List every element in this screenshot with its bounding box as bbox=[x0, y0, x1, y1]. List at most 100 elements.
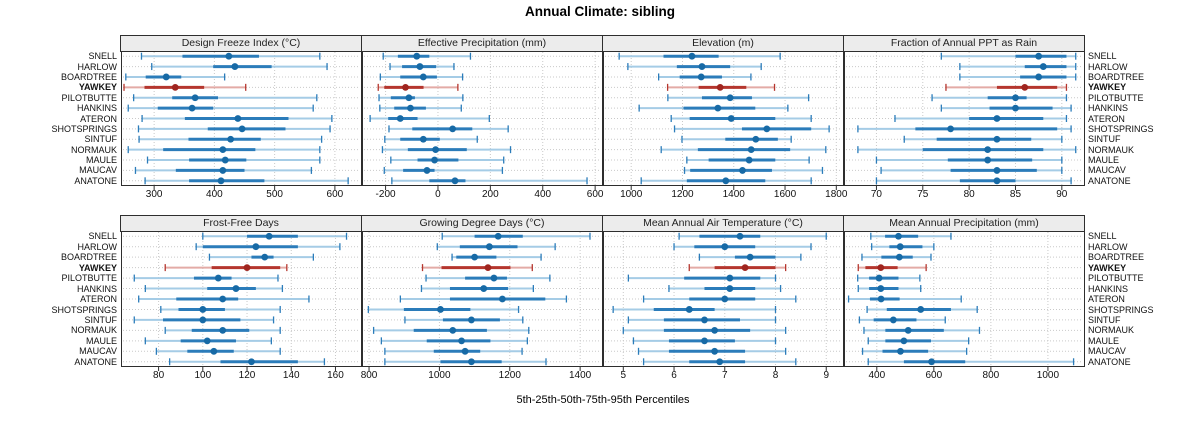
median-dot bbox=[248, 358, 255, 366]
median-dot bbox=[461, 347, 469, 355]
median-dot bbox=[449, 125, 457, 133]
median-dot bbox=[162, 73, 170, 81]
median-dot bbox=[688, 52, 696, 60]
median-dot bbox=[494, 232, 502, 240]
median-dot bbox=[889, 316, 897, 324]
median-dot bbox=[1039, 63, 1047, 70]
site-label-left-snell: SNELL bbox=[88, 51, 117, 62]
panel-fraction-of-annual-ppt-as-rain bbox=[843, 50, 1086, 190]
site-label-left-snell: SNELL bbox=[88, 231, 117, 242]
median-dot bbox=[252, 243, 260, 251]
median-dot bbox=[722, 177, 730, 185]
site-label-right-maule: MAULE bbox=[1088, 335, 1120, 346]
median-dot bbox=[413, 52, 421, 60]
median-dot bbox=[726, 285, 734, 292]
tick-label: 1200 bbox=[671, 189, 694, 200]
tick-label: 90 bbox=[1056, 189, 1068, 200]
strip-elevation-m: Elevation (m) bbox=[602, 35, 844, 52]
panel-border bbox=[361, 230, 604, 368]
site-label-left-maule: MAULE bbox=[85, 155, 117, 165]
median-dot bbox=[437, 306, 444, 313]
panel-border bbox=[843, 230, 1086, 368]
site-label-left-shotsprings: SHOTSPRINGS bbox=[51, 123, 117, 134]
median-dot bbox=[739, 167, 746, 174]
site-label-left-hankins: HANKINS bbox=[76, 103, 117, 114]
median-dot bbox=[431, 156, 438, 164]
median-dot bbox=[752, 135, 760, 143]
median-dot bbox=[746, 253, 754, 261]
median-dot bbox=[219, 326, 227, 334]
median-dot bbox=[480, 285, 488, 292]
tick-label: 1600 bbox=[773, 189, 797, 200]
median-dot bbox=[221, 156, 229, 164]
median-dot bbox=[217, 177, 225, 185]
tick-label: 160 bbox=[327, 370, 344, 381]
tick-label: 600 bbox=[586, 189, 604, 200]
median-dot bbox=[993, 115, 1001, 122]
site-label-right-yawkey: YAWKEY bbox=[1088, 82, 1127, 93]
median-dot bbox=[736, 232, 744, 240]
tick-label: 1400 bbox=[569, 370, 592, 381]
median-dot bbox=[471, 253, 478, 261]
panel-border bbox=[120, 230, 363, 368]
site-label-left-ateron: ATERON bbox=[80, 294, 117, 304]
site-label-right-shotsprings: SHOTSPRINGS bbox=[1088, 123, 1154, 134]
median-dot bbox=[231, 63, 239, 70]
site-label-left-boardtree: BOARDTREE bbox=[60, 72, 117, 82]
site-label-right-shotsprings: SHOTSPRINGS bbox=[1088, 304, 1154, 315]
site-label-right-sintuf: SINTUF bbox=[1088, 134, 1121, 145]
median-dot bbox=[726, 274, 734, 282]
median-dot bbox=[261, 253, 269, 261]
site-label-right-anatone: ANATONE bbox=[1088, 356, 1131, 367]
median-dot bbox=[419, 73, 427, 81]
site-label-right-anatone: ANATONE bbox=[1088, 175, 1131, 186]
tick-label: 9 bbox=[823, 370, 830, 381]
median-dot bbox=[225, 52, 233, 60]
site-label-left-ateron: ATERON bbox=[80, 113, 117, 124]
panel-border bbox=[120, 50, 363, 187]
median-dot bbox=[900, 337, 908, 345]
site-label-right-ateron: ATERON bbox=[1088, 113, 1125, 124]
tick-label: 500 bbox=[266, 189, 283, 200]
tick-label: 400 bbox=[206, 189, 223, 200]
median-dot bbox=[484, 264, 492, 272]
median-dot bbox=[993, 167, 1001, 174]
tick-label: 7 bbox=[721, 370, 728, 381]
median-dot bbox=[405, 94, 413, 102]
median-dot bbox=[763, 125, 771, 133]
median-dot bbox=[698, 63, 706, 70]
site-label-right-harlow: HARLOW bbox=[1088, 241, 1128, 252]
strip-mean-annual-air-temperature-c: Mean Annual Air Temperature (°C) bbox=[602, 215, 844, 232]
median-dot bbox=[214, 274, 222, 282]
panel-growing-degree-days-c bbox=[361, 230, 604, 371]
median-dot bbox=[232, 285, 240, 292]
site-label-right-yawkey: YAWKEY bbox=[1088, 262, 1127, 273]
tick-label: 6 bbox=[671, 370, 677, 381]
median-dot bbox=[1035, 73, 1043, 81]
strip-growing-degree-days-c: Growing Degree Days (°C) bbox=[361, 215, 603, 232]
panel-mean-annual-air-temperature-c bbox=[602, 230, 845, 371]
median-dot bbox=[423, 167, 431, 174]
site-label-right-maucav: MAUCAV bbox=[1088, 165, 1126, 176]
median-dot bbox=[490, 274, 498, 282]
median-dot bbox=[984, 146, 992, 154]
tick-label: 80 bbox=[153, 370, 165, 381]
tick-label: 600 bbox=[925, 370, 943, 381]
median-dot bbox=[711, 347, 719, 355]
strip-fraction-of-annual-ppt-as-rain: Fraction of Annual PPT as Rain bbox=[843, 35, 1085, 52]
site-label-left-sintuf: SINTUF bbox=[84, 314, 118, 325]
site-label-left-maule: MAULE bbox=[85, 335, 117, 346]
site-label-left-maucav: MAUCAV bbox=[79, 346, 117, 357]
tick-label: 0 bbox=[435, 189, 441, 200]
strip-frost-free-days: Frost-Free Days bbox=[120, 215, 362, 232]
site-label-right-hankins: HANKINS bbox=[1088, 283, 1129, 294]
median-dot bbox=[993, 135, 1001, 143]
median-dot bbox=[458, 337, 465, 345]
median-dot bbox=[877, 264, 885, 272]
median-dot bbox=[875, 274, 883, 282]
tick-label: 600 bbox=[326, 189, 344, 200]
tick-label: 8 bbox=[772, 370, 779, 381]
median-dot bbox=[726, 94, 734, 102]
tick-label: 800 bbox=[360, 370, 378, 381]
site-label-right-maucav: MAUCAV bbox=[1088, 346, 1126, 357]
